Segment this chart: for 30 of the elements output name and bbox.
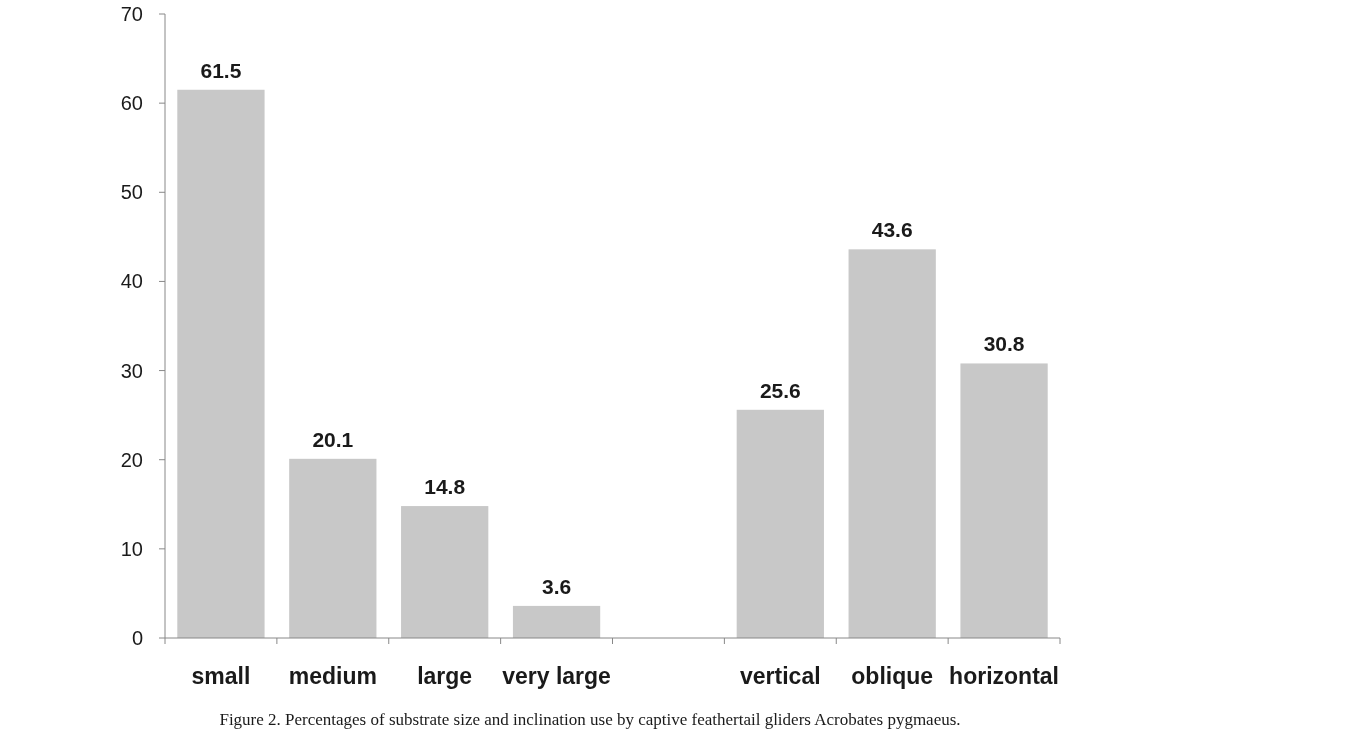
- bar: [401, 506, 489, 638]
- data-label: 30.8: [983, 332, 1025, 356]
- bar: [177, 89, 265, 638]
- bar: [960, 363, 1048, 638]
- x-tick-label: small: [191, 663, 251, 689]
- data-label: 25.6: [759, 378, 801, 402]
- bar: [848, 249, 936, 638]
- caption: Figure 2. Percentages of substrate size and inclination use by captive feathertail gliders Acrobates pygmaeus.: [219, 710, 961, 729]
- y-tick-label: 50: [120, 181, 143, 204]
- bar: [736, 409, 824, 638]
- y-tick-label: 20: [120, 448, 143, 471]
- y-tick-label: 30: [120, 359, 143, 382]
- x-tick-label: very large: [502, 663, 611, 689]
- x-tick-label: medium: [288, 663, 377, 689]
- bar: [512, 605, 601, 638]
- y-tick-label: 60: [120, 92, 143, 115]
- y-tick-label: 10: [120, 537, 143, 560]
- data-label: 14.8: [424, 475, 466, 499]
- bar: [289, 458, 377, 638]
- data-label: 43.6: [871, 218, 913, 242]
- data-label: 61.5: [200, 58, 242, 82]
- data-label: 20.1: [312, 427, 354, 451]
- x-tick-label: large: [417, 663, 473, 689]
- x-tick-label: oblique: [851, 663, 934, 689]
- data-label: 3.6: [541, 574, 572, 598]
- x-tick-label: horizontal: [949, 663, 1060, 689]
- y-tick-label: 0: [131, 627, 143, 649]
- x-tick-label: vertical: [740, 663, 821, 689]
- y-tick-label: 70: [120, 3, 143, 25]
- y-tick-label: 40: [120, 270, 143, 293]
